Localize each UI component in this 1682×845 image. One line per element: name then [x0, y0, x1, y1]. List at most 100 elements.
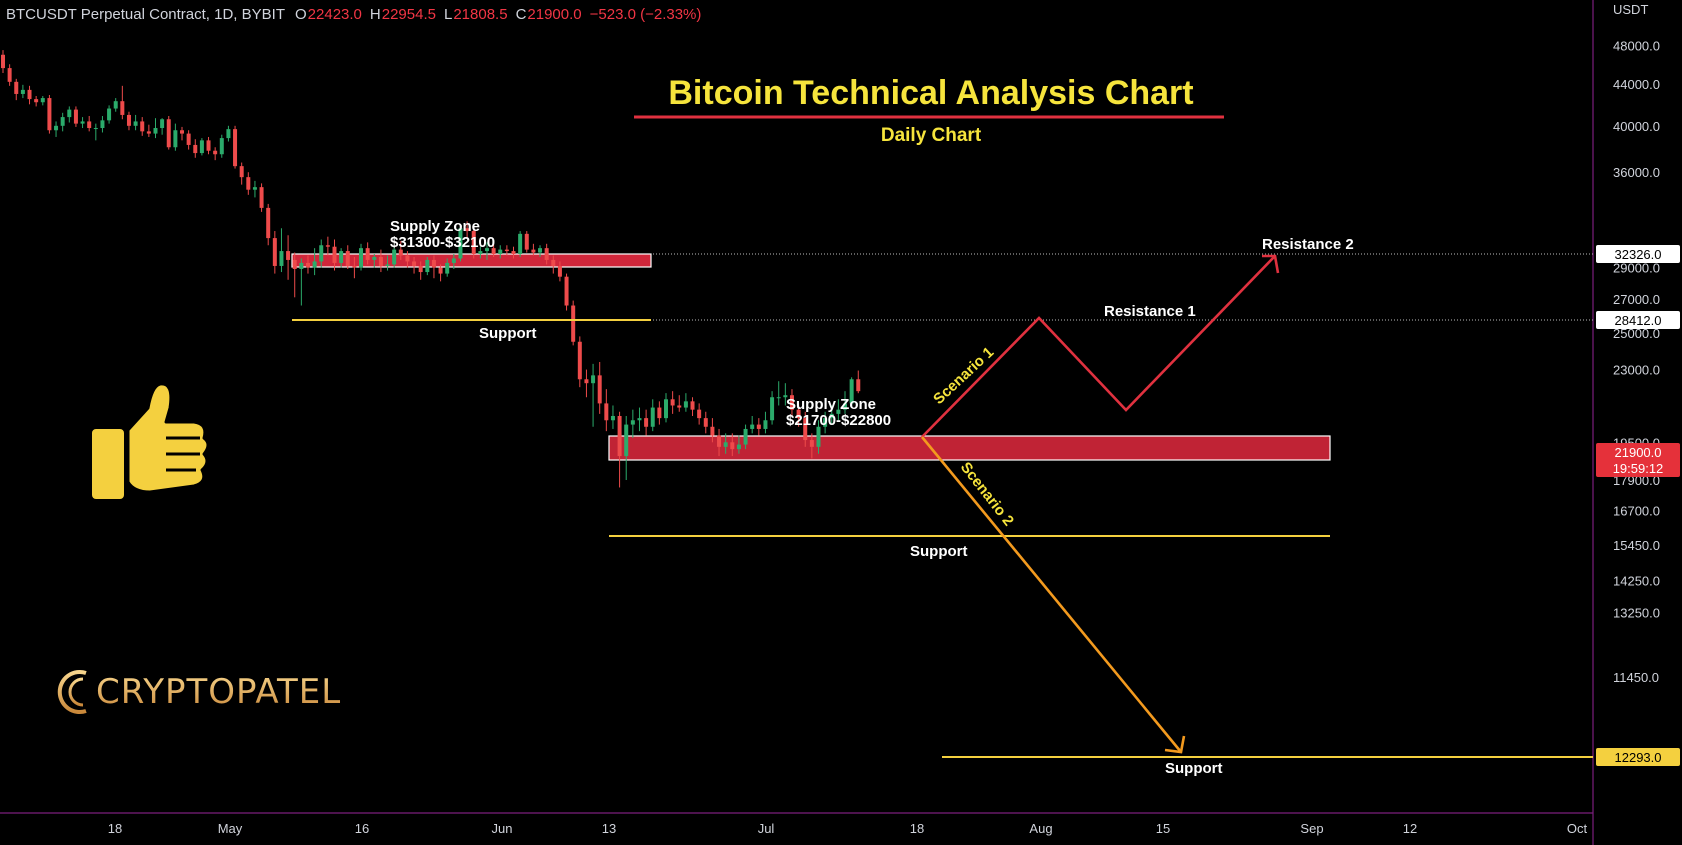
candle-body	[856, 379, 861, 392]
candle-body	[763, 420, 768, 429]
resistance-1-label: Resistance 1	[1104, 303, 1196, 320]
candle-body	[199, 140, 204, 154]
thumbs-up-fingers	[166, 436, 200, 472]
candle-body	[252, 187, 257, 190]
candle-body	[816, 426, 821, 447]
candle-body	[47, 98, 52, 131]
candle-body	[352, 265, 357, 268]
candle-body	[226, 129, 231, 139]
candle-body	[279, 251, 284, 266]
candle-body	[703, 418, 708, 427]
change-value: −523.0 (−2.33%)	[589, 6, 702, 23]
scenario-2-label: Scenario 2	[957, 459, 1017, 529]
price-tag-countdown: 19:59:12	[1613, 461, 1664, 476]
candle-body	[809, 440, 814, 447]
candle-body	[120, 101, 125, 115]
candle-body	[823, 418, 828, 427]
candle-body	[504, 249, 509, 252]
candle-body	[445, 262, 450, 274]
scenario-2-arrowhead	[1164, 735, 1186, 754]
candle-body	[7, 68, 12, 82]
candle-body	[471, 231, 476, 255]
candle-body	[551, 259, 556, 266]
x-tick-label: Aug	[1029, 821, 1052, 836]
support-label-upper: Support	[479, 325, 537, 342]
candle-body	[126, 114, 131, 126]
x-tick-label: Jul	[758, 821, 775, 836]
chart-subtitle: Daily Chart	[881, 125, 982, 146]
candle-body	[40, 98, 45, 103]
candle-body	[677, 405, 682, 408]
candle-body	[617, 415, 622, 457]
candle-body	[146, 131, 151, 134]
candle-body	[843, 403, 848, 410]
x-tick-label: 18	[108, 821, 122, 836]
low-value: 21808.5	[453, 6, 508, 23]
candle-body	[597, 375, 602, 404]
candle-body	[392, 249, 397, 265]
price-tag	[1596, 748, 1680, 766]
candle-body	[359, 248, 364, 268]
candle-body	[73, 109, 78, 124]
scenario-2-path	[920, 436, 1183, 753]
candle-body	[670, 399, 675, 406]
candle-body	[657, 407, 662, 419]
x-tick-label: 16	[355, 821, 369, 836]
open-key: O	[295, 6, 307, 23]
candle-body	[34, 99, 39, 103]
price-tag-label: 21900.0	[1615, 445, 1662, 460]
candle-body	[292, 259, 297, 269]
candle-body	[710, 426, 715, 436]
candle-body	[93, 128, 98, 130]
candle-body	[398, 249, 403, 256]
candle-body	[272, 238, 277, 266]
candle-body	[286, 251, 291, 260]
candle-body	[498, 249, 503, 255]
candle-body	[431, 259, 436, 268]
candle-body	[829, 413, 834, 419]
supply-zone-upper-range: $31300-$32100	[390, 234, 495, 251]
candle-body	[683, 401, 688, 408]
x-tick-label: Sep	[1300, 821, 1323, 836]
candle-body	[591, 375, 596, 384]
price-tag	[1596, 443, 1680, 477]
candle-body	[180, 130, 185, 134]
candle-body	[305, 262, 310, 268]
candle-body	[610, 415, 615, 421]
scenario-1-arrowhead	[1262, 254, 1280, 274]
candle-body	[266, 207, 271, 239]
candle-body	[418, 265, 423, 273]
candle-body	[584, 379, 589, 384]
candle-body	[538, 248, 543, 253]
candle-body	[451, 258, 456, 263]
candle-body	[484, 248, 489, 252]
x-tick-label: May	[218, 821, 243, 836]
scenario-1-label: Scenario 1	[930, 344, 997, 408]
thumbs-up-cuff	[92, 429, 124, 499]
candle-body	[239, 166, 244, 178]
high-key: H	[369, 6, 381, 23]
y-tick-label: 44000.0	[1613, 77, 1660, 92]
candle-body	[54, 125, 59, 131]
brand-logo: CRYPTOPATEL	[56, 665, 341, 719]
candle-body	[107, 108, 112, 121]
support-label-middle: Support	[910, 543, 968, 560]
candle-body	[836, 409, 841, 414]
price-tag	[1596, 311, 1680, 329]
x-tick-label: 13	[602, 821, 616, 836]
supply-zone-lower	[608, 435, 1331, 461]
candle-body	[87, 121, 92, 129]
x-tick-label: Oct	[1567, 821, 1588, 836]
candle-body	[332, 246, 337, 263]
y-tick-label: 16700.0	[1613, 504, 1660, 519]
candle-body	[133, 121, 138, 126]
candle-body	[544, 248, 549, 260]
candle-body	[213, 150, 218, 155]
y-tick-label: 29000.0	[1613, 260, 1660, 275]
candle-body	[173, 130, 178, 148]
candle-body	[412, 261, 417, 266]
candle-body	[571, 305, 576, 342]
candle-body	[743, 428, 748, 445]
candle-body	[14, 81, 19, 94]
